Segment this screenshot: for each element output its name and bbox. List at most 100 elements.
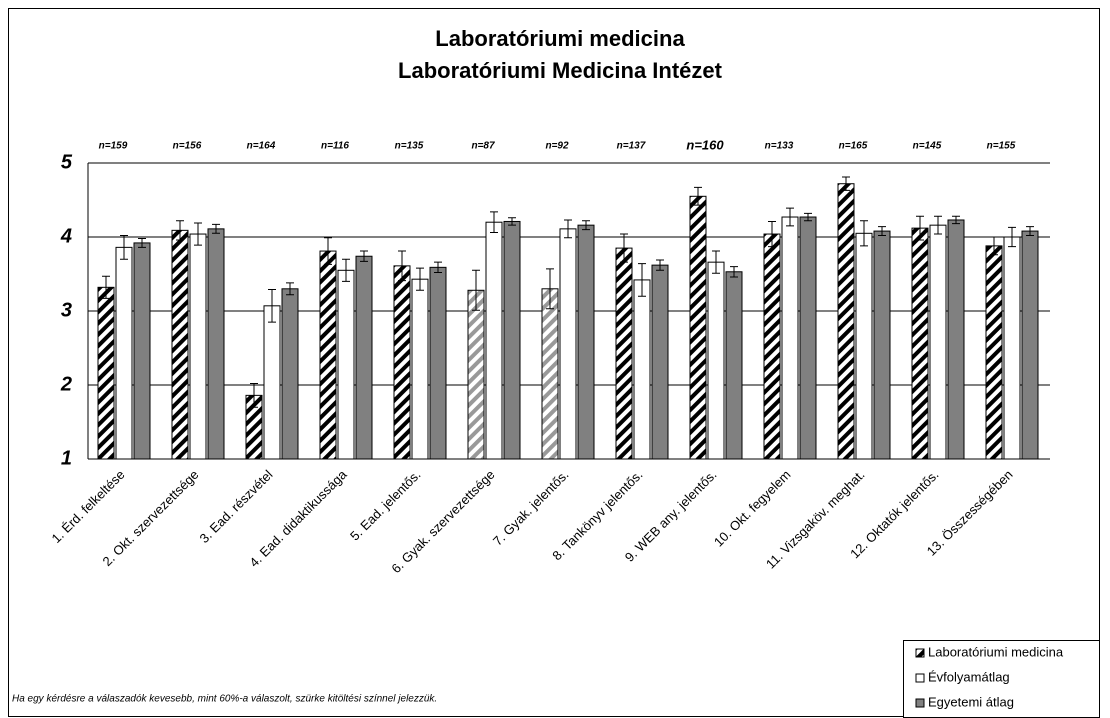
n-label: n=137 [617,141,646,152]
error-bar [768,220,776,248]
legend-box [903,640,1100,718]
legend-swatch [915,648,925,658]
bar [263,305,281,460]
n-label: n=159 [99,141,128,152]
error-bar [878,226,886,237]
bar [541,288,559,460]
error-bar [138,237,146,248]
n-label: n=87 [471,141,495,152]
bar [355,255,373,460]
bar [115,246,133,460]
legend-label: Laboratóriumi medicina [928,644,1064,659]
bar [485,221,503,460]
y-tick-label: 4 [60,225,72,247]
error-bar [656,259,664,271]
error-bar [102,275,110,299]
error-bar [434,261,442,274]
bar [689,195,707,460]
legend-label: Évfolyamátlag [928,669,1010,684]
legend-swatch [915,698,925,708]
error-bar [324,237,332,265]
n-label: n=135 [395,141,424,152]
error-bar [398,250,406,282]
bar [837,183,855,460]
error-bar [730,266,738,278]
legend-swatch [915,673,925,683]
bar [577,224,595,460]
error-bar [268,289,276,323]
error-bar [546,268,554,310]
error-bar [990,236,998,256]
error-bar [916,215,924,241]
bar [467,289,485,460]
error-bar [250,383,258,408]
bar [319,250,337,460]
error-bar [472,269,480,311]
bar [651,264,669,460]
chart-title: Laboratóriumi medicina [435,26,685,51]
error-bar [934,215,942,235]
n-label: n=145 [913,141,942,152]
error-bar [582,220,590,231]
n-label: n=156 [173,141,202,152]
error-bar [842,176,850,191]
error-bar [360,250,368,262]
error-bar [508,217,516,226]
n-label: n=155 [987,141,1016,152]
bar [725,271,743,460]
bar [133,242,151,460]
error-bar [694,186,702,206]
bar [947,219,965,460]
n-label: n=92 [545,141,569,152]
bar [207,228,225,460]
n-label: n=165 [839,141,868,152]
bar [1021,230,1039,460]
error-bar [804,212,812,222]
bar [781,216,799,460]
error-bar [638,263,646,297]
error-bar [212,223,220,234]
error-bar [120,235,128,260]
n-label: n=164 [247,141,276,152]
y-tick-label: 2 [60,373,72,395]
bar [503,220,521,460]
error-bar [1026,226,1034,237]
bar [763,233,781,460]
n-label: n=116 [321,141,349,152]
bar [985,245,1003,460]
n-label: n=160 [686,137,724,152]
bar [97,286,115,460]
bar [873,230,891,460]
error-bar [860,220,868,247]
bar [799,216,817,460]
n-label: n=133 [765,141,794,152]
bar [1003,236,1021,460]
bar [429,266,447,460]
note: Ha egy kérdésre a válaszadók kevesebb, m… [12,694,437,705]
bar [393,265,411,460]
bar [171,229,189,460]
error-bar [176,220,184,241]
y-tick-label: 3 [61,299,72,321]
bar [707,261,725,460]
chart-subtitle: Laboratóriumi Medicina Intézet [398,58,723,83]
bar [189,233,207,460]
error-bar [564,219,572,239]
error-bar [490,211,498,234]
y-tick-label: 5 [61,151,73,173]
bar [911,227,929,460]
bar [559,228,577,460]
bar [615,247,633,460]
bar [411,278,429,460]
error-bar [952,215,960,225]
bar [633,279,651,460]
error-bar [620,233,628,263]
bar [337,269,355,460]
error-bar [416,267,424,291]
bar [281,288,299,460]
error-bar [342,258,350,282]
error-bar [1008,226,1016,248]
y-tick-label: 1 [61,447,72,469]
error-bar [286,282,294,296]
